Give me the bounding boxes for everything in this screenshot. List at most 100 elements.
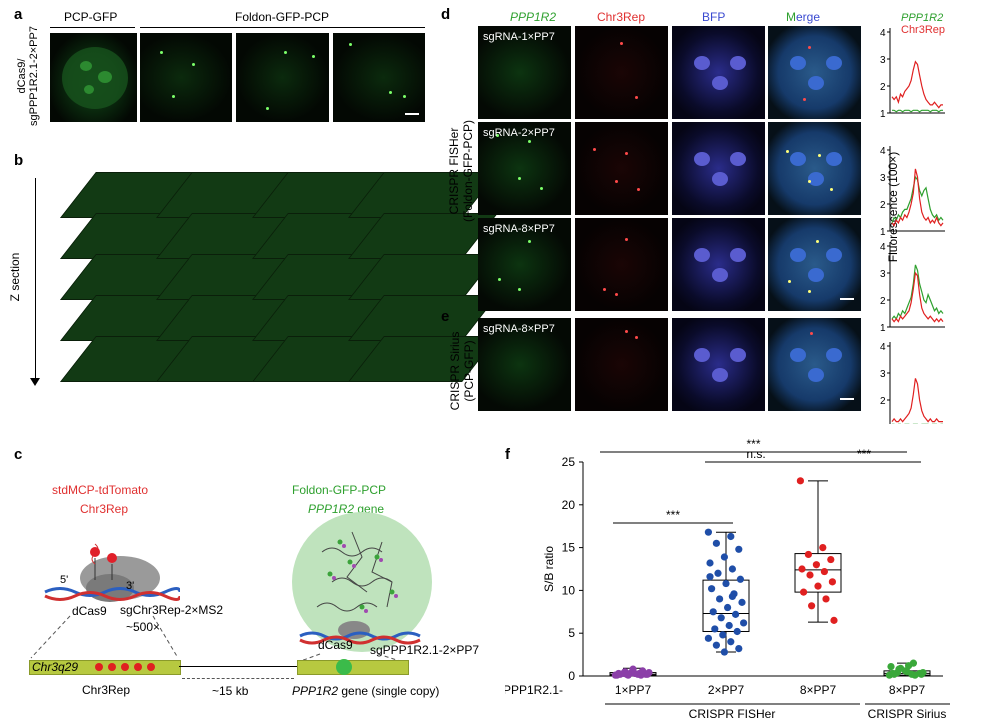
nucleolus [712, 172, 728, 186]
profile-ytick-label: 3 [880, 369, 886, 380]
sgrna-row-label: sgRNA-8×PP7 [483, 323, 555, 335]
data-point [712, 641, 720, 649]
panel-a-col-foldon: Foldon-GFP-PCP [235, 10, 330, 24]
scale-bar [840, 398, 854, 400]
microscopy-image: sgRNA-2×PP7 [478, 122, 571, 215]
nucleolus [712, 268, 728, 282]
fluorescent-spot [810, 332, 813, 335]
nucleolus [808, 76, 824, 90]
fluorescent-spot [803, 98, 806, 101]
nucleolus [808, 368, 824, 382]
data-point [733, 627, 741, 636]
data-point [890, 670, 898, 678]
nucleolus [826, 56, 842, 70]
profile-plot: 1 2 3 4 [880, 146, 945, 238]
panel-label-a: a [14, 6, 23, 23]
fluorescent-spot [496, 134, 499, 137]
fluorescent-spot [603, 288, 606, 291]
nucleolus [712, 76, 728, 90]
microscopy-image: sgRNA-1×PP7 [478, 26, 571, 119]
data-point [800, 588, 808, 596]
fluorescent-spot [593, 148, 596, 151]
category-label: 8×PP7 [889, 683, 926, 697]
panel-label-d: d [441, 6, 451, 23]
chr3rep-repeat-dot [147, 663, 155, 671]
data-point [911, 671, 919, 679]
nucleolus [826, 348, 842, 362]
panel-a-rowlabel-2: sgPPP1R2.1-2×PP7 [28, 26, 40, 126]
profile-ytick-label: 2 [880, 200, 886, 211]
fluorescent-spot [786, 150, 789, 153]
data-point [732, 610, 740, 618]
scale-bar [840, 298, 854, 300]
data-point [711, 625, 719, 633]
col-merge: Merge [786, 10, 821, 24]
profile-ytick-label: 4 [880, 242, 886, 253]
microscopy-image [575, 122, 668, 215]
fluorescent-spot [528, 240, 531, 243]
category-label: 1×PP7 [615, 683, 652, 697]
fluorescent-spot [788, 280, 791, 283]
data-point [728, 592, 736, 600]
fluorescent-spot [635, 96, 638, 99]
data-point [727, 638, 735, 646]
group-label-sirius: CRISPR Sirius [868, 707, 947, 721]
col-ppp1r2: PPP1R2 [510, 10, 557, 24]
data-point [720, 553, 728, 561]
box-2 [794, 477, 842, 624]
foldon-condensate-contents [299, 531, 421, 645]
data-point [727, 532, 735, 541]
side-fisher-2: (Foldon-GFP-PCP) [461, 119, 475, 223]
legend-chr3rep: Chr3Rep [901, 24, 946, 36]
chr3rep-repeat-dot [121, 663, 129, 671]
nucleolus [730, 248, 746, 262]
nucleolus [712, 368, 728, 382]
fluorescent-spot [615, 180, 618, 183]
profile-ytick-label: 1 [880, 227, 886, 238]
significance-label: n.s. [746, 447, 765, 461]
foldon-title: Foldon-GFP-PCP [292, 483, 387, 497]
data-point [719, 631, 727, 639]
microscopy-image [575, 318, 668, 411]
data-point [704, 634, 712, 642]
profile-red-line [891, 271, 944, 323]
sgrna-row-label: sgRNA-2×PP7 [483, 127, 555, 139]
nucleolus [790, 56, 806, 70]
distance-line [182, 678, 294, 679]
category-label: 2×PP7 [708, 683, 745, 697]
fluorescent-spot [498, 278, 501, 281]
fluorescent-spot [808, 290, 811, 293]
data-point [724, 603, 732, 612]
profile-ytick-label: 1 [880, 423, 886, 424]
y-tick-label: 10 [562, 583, 576, 597]
distance-label: ~15 kb [212, 684, 249, 698]
chr3rep-locus-label: Chr3Rep [82, 683, 131, 697]
nucleolus [694, 152, 710, 166]
y-tick-label: 15 [562, 541, 576, 555]
ppp1r2-locus-dot [336, 659, 352, 675]
nucleolus [790, 248, 806, 262]
microscopy-image [768, 122, 861, 215]
fluorescent-spot [625, 238, 628, 241]
profile-green-line [892, 109, 943, 113]
data-point [712, 539, 720, 547]
panel-a-line-1 [50, 27, 135, 28]
microscopy-image: sgRNA-8×PP7 [478, 318, 571, 411]
data-point [804, 550, 812, 559]
x-prefix-label: sgPPP1R2.1- [505, 683, 563, 697]
panel-a-image-foldon-3 [333, 33, 425, 122]
significance-label: *** [857, 447, 871, 461]
y-tick-label: 25 [562, 455, 576, 469]
profile-ytick-label: 2 [880, 82, 886, 93]
fluorescent-spot [518, 288, 521, 291]
data-point [905, 662, 913, 670]
data-point [624, 671, 632, 679]
nucleolus [790, 348, 806, 362]
sgrna-row-label: sgRNA-1×PP7 [483, 31, 555, 43]
significance-label: *** [746, 437, 760, 451]
microscopy-image: sgRNA-8×PP7 [478, 218, 571, 311]
data-point [639, 667, 647, 675]
microscopy-image [672, 122, 765, 215]
profile-red-line [891, 60, 943, 109]
data-point [736, 575, 744, 583]
